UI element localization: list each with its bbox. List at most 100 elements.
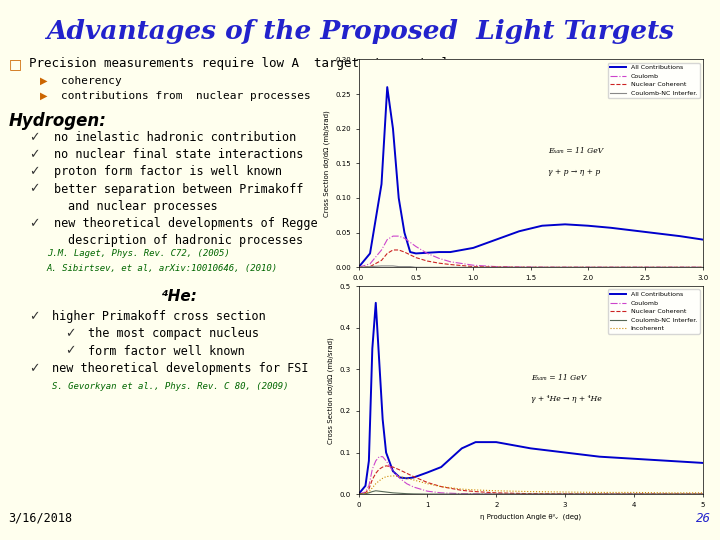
- Line: Coulomb-NC Interfer.: Coulomb-NC Interfer.: [359, 491, 703, 494]
- All Contributions: [354, 264, 363, 271]
- Text: A. Sibirtsev, et al, arXiv:10010646, (2010): A. Sibirtsev, et al, arXiv:10010646, (20…: [47, 264, 278, 273]
- Text: form factor well known: form factor well known: [88, 345, 245, 357]
- Coulomb: [409, 484, 418, 490]
- Text: □: □: [9, 57, 22, 71]
- Coulomb-NC Interfer.: [375, 488, 384, 495]
- All Contributions: [378, 416, 387, 422]
- Coulomb: [515, 264, 523, 270]
- Incoherent: [389, 472, 397, 479]
- Coulomb: [361, 489, 370, 495]
- Coulomb: [423, 488, 432, 495]
- Nuclear Coherent: [382, 463, 390, 469]
- Incoherent: [378, 475, 387, 482]
- Coulomb-NC Interfer.: [361, 490, 370, 497]
- Coulomb-NC Interfer.: [377, 262, 386, 269]
- Incoherent: [375, 477, 384, 484]
- Coulomb-NC Interfer.: [354, 264, 363, 271]
- Coulomb: [457, 490, 466, 497]
- Coulomb: [368, 466, 377, 472]
- Nuclear Coherent: [409, 474, 418, 480]
- Coulomb: [402, 481, 411, 487]
- Incoherent: [368, 484, 377, 491]
- Nuclear Coherent: [584, 264, 593, 271]
- Text: contributions from  nuclear processes: contributions from nuclear processes: [61, 91, 311, 101]
- Nuclear Coherent: [412, 254, 420, 261]
- Text: J.M. Laget, Phys. Rev. C72, (2005): J.M. Laget, Phys. Rev. C72, (2005): [47, 249, 230, 258]
- Coulomb-NC Interfer.: [412, 264, 420, 271]
- Nuclear Coherent: [406, 252, 415, 258]
- Coulomb-NC Interfer.: [629, 264, 638, 271]
- Line: Coulomb: Coulomb: [359, 457, 703, 494]
- Text: 3/16/2018: 3/16/2018: [9, 512, 73, 525]
- Text: 26: 26: [696, 512, 711, 525]
- Coulomb: [538, 264, 546, 271]
- Coulomb-NC Interfer.: [372, 488, 380, 494]
- Incoherent: [595, 489, 604, 496]
- Coulomb: [364, 483, 373, 489]
- All Contributions: [402, 475, 411, 482]
- Incoherent: [526, 488, 535, 495]
- Line: Nuclear Coherent: Nuclear Coherent: [359, 466, 703, 494]
- Coulomb: [423, 250, 432, 256]
- Text: Advantages of the Proposed  Light Targets: Advantages of the Proposed Light Targets: [46, 19, 674, 44]
- Coulomb-NC Interfer.: [446, 264, 454, 271]
- Text: Eₓₐₘ = 11 GeV: Eₓₐₘ = 11 GeV: [531, 374, 586, 382]
- Nuclear Coherent: [423, 258, 432, 264]
- Coulomb-NC Interfer.: [526, 491, 535, 497]
- Nuclear Coherent: [561, 264, 570, 271]
- All Contributions: [361, 483, 370, 489]
- Text: ✓: ✓: [29, 362, 40, 375]
- Coulomb-NC Interfer.: [382, 489, 390, 495]
- All Contributions: [675, 233, 684, 239]
- All Contributions: [375, 358, 384, 365]
- Nuclear Coherent: [698, 491, 707, 497]
- Incoherent: [437, 483, 446, 490]
- Coulomb-NC Interfer.: [561, 491, 570, 497]
- Nuclear Coherent: [457, 487, 466, 494]
- Coulomb: [389, 233, 397, 239]
- Coulomb: [607, 264, 616, 271]
- All Contributions: [377, 181, 386, 187]
- All Contributions: [457, 445, 466, 451]
- All Contributions: [526, 445, 535, 451]
- Coulomb-NC Interfer.: [435, 264, 444, 271]
- Coulomb: [378, 454, 387, 460]
- Coulomb-NC Interfer.: [389, 490, 397, 496]
- All Contributions: [372, 300, 380, 306]
- Text: no inelastic hadronic contribution: no inelastic hadronic contribution: [54, 131, 296, 144]
- Incoherent: [395, 474, 404, 480]
- Text: ✓: ✓: [65, 327, 76, 340]
- All Contributions: [561, 449, 570, 456]
- Text: ▶: ▶: [40, 91, 47, 101]
- Coulomb-NC Interfer.: [698, 264, 707, 271]
- All Contributions: [652, 230, 661, 237]
- Nuclear Coherent: [515, 264, 523, 271]
- Text: coherency: coherency: [61, 76, 122, 86]
- Coulomb: [472, 490, 480, 497]
- Nuclear Coherent: [389, 247, 397, 253]
- Nuclear Coherent: [372, 470, 380, 476]
- Coulomb-NC Interfer.: [675, 264, 684, 271]
- Coulomb-NC Interfer.: [595, 491, 604, 497]
- Coulomb-NC Interfer.: [364, 490, 373, 496]
- Line: Incoherent: Incoherent: [359, 476, 703, 494]
- Nuclear Coherent: [361, 490, 370, 496]
- Coulomb: [629, 491, 638, 497]
- Text: ✓: ✓: [29, 148, 40, 161]
- Coulomb-NC Interfer.: [561, 264, 570, 271]
- Coulomb-NC Interfer.: [538, 264, 546, 271]
- Coulomb-NC Interfer.: [378, 488, 387, 495]
- Coulomb: [354, 491, 363, 497]
- All Contributions: [584, 222, 593, 229]
- Nuclear Coherent: [698, 264, 707, 271]
- All Contributions: [389, 468, 397, 475]
- All Contributions: [437, 464, 446, 470]
- Text: ✓: ✓: [29, 217, 40, 230]
- Nuclear Coherent: [526, 490, 535, 497]
- Coulomb: [492, 264, 500, 270]
- All Contributions: [395, 195, 403, 201]
- Nuclear Coherent: [561, 491, 570, 497]
- All Contributions: [383, 84, 392, 90]
- Nuclear Coherent: [664, 491, 672, 497]
- Coulomb: [698, 491, 707, 497]
